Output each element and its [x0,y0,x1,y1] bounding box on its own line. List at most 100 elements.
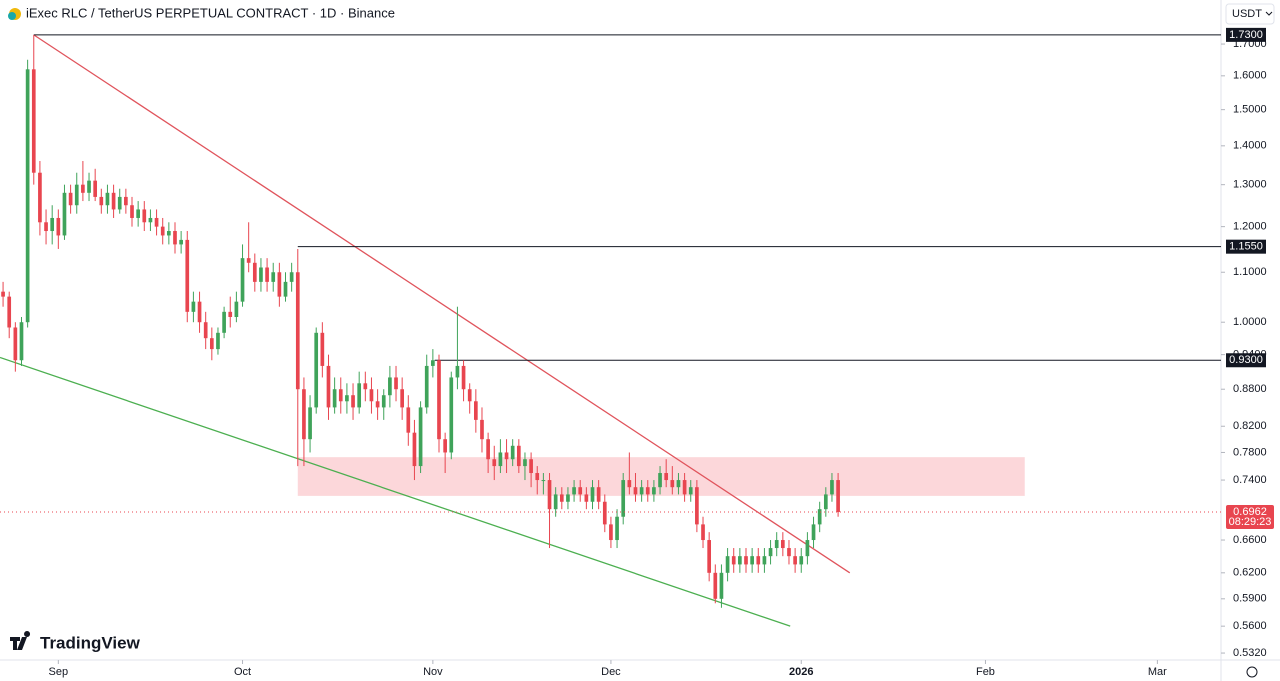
candle-body [332,389,337,408]
y-tick-label: 0.6200 [1233,567,1267,579]
candle-body [357,383,362,408]
candle-body [627,480,632,488]
candle-body [234,301,239,317]
candle-body [424,365,429,408]
candle-body [780,540,785,549]
candle-body [246,258,251,263]
candle-body [750,556,754,565]
candle-body [259,267,263,282]
candle-body [136,209,140,218]
y-tick-label: 0.5900 [1233,593,1267,605]
candle-body [400,389,405,408]
candle-body [535,473,540,481]
candle-body [516,445,521,467]
currency-button[interactable] [1225,3,1275,25]
candle-body [474,401,478,420]
candle-body [369,389,374,402]
candle-body [529,459,533,474]
candle-body [216,332,220,350]
candle-body [363,383,368,390]
candle-body [578,487,583,495]
plot [0,34,1221,627]
candle-body [774,540,779,549]
candle-body [87,180,91,193]
brand-name: TradingView [40,633,141,652]
candle-body [695,487,699,525]
candle-body [553,494,558,510]
candle-body [160,226,165,236]
y-tick-label: 1.6000 [1233,70,1267,82]
candle-body [510,445,515,460]
candle-body [381,395,386,408]
candle-body [240,258,245,302]
y-tick-label: 0.5600 [1233,620,1267,632]
candle-body [197,301,202,323]
candle-body [744,556,748,565]
y-tick-label: 1.4000 [1233,140,1267,152]
candle-body [725,556,730,573]
level-label: 0.9300 [1229,354,1263,366]
currency-label[interactable]: USDT [1232,8,1262,20]
candle-body [676,480,681,488]
candle-body [547,480,552,510]
y-tick-label: 0.8800 [1233,383,1267,395]
candle-body [412,432,417,467]
candle-body [602,501,607,525]
y-tick-label: 1.0000 [1233,316,1267,328]
candle-body [621,480,626,517]
candle-body [811,524,816,541]
candle-body [719,572,724,599]
candle-body [658,473,662,488]
candle-body [768,548,773,557]
last-price-label: 0.6962 [1233,506,1267,518]
candle-body [7,296,12,328]
candle-body [480,419,484,440]
candle-body [93,180,98,197]
settings-icon[interactable] [1246,666,1258,678]
candle-body [252,262,257,282]
candle-body [50,217,55,232]
y-tick-label: 1.5000 [1233,104,1267,116]
candle-body [805,540,810,557]
candle-body [394,377,398,390]
candle-body [74,184,79,206]
candle-body [375,401,380,408]
candle-body [345,395,349,402]
trendline [33,34,851,574]
candle-body [609,524,613,541]
candle-body [418,407,423,467]
candle-body [124,196,128,206]
currency-caret[interactable] [1265,11,1273,16]
candle-body [388,377,392,396]
x-tick-label: Feb [976,666,995,678]
candle-body [302,389,306,440]
x-tick-label: 2026 [789,666,813,678]
candle-body [559,494,564,502]
candle-body [31,69,36,173]
candle-body [271,272,276,282]
candle-body [823,494,828,510]
candle-body [664,473,669,481]
candle-body [326,365,331,408]
countdown-label: 08:29:23 [1229,516,1272,528]
candle-body [289,272,294,282]
y-tick-label: 1.1000 [1233,266,1267,278]
candle-body [590,487,595,502]
y-tick-label: 0.7800 [1233,446,1267,458]
candle-body [44,222,48,232]
candle-body [486,439,490,460]
x-tick-label: Nov [423,666,443,678]
candle-body [707,540,712,573]
last-price-bg [1226,505,1274,530]
candle-body [670,480,675,488]
candle-body [688,487,693,495]
candle-body [62,192,67,236]
candle-body [762,556,767,565]
candle-body [437,360,441,440]
level-label: 1.7300 [1229,29,1263,41]
candle-body [615,516,619,541]
candle-body [799,556,804,565]
level-label: 1.1550 [1229,241,1263,253]
candle-body [295,272,300,390]
